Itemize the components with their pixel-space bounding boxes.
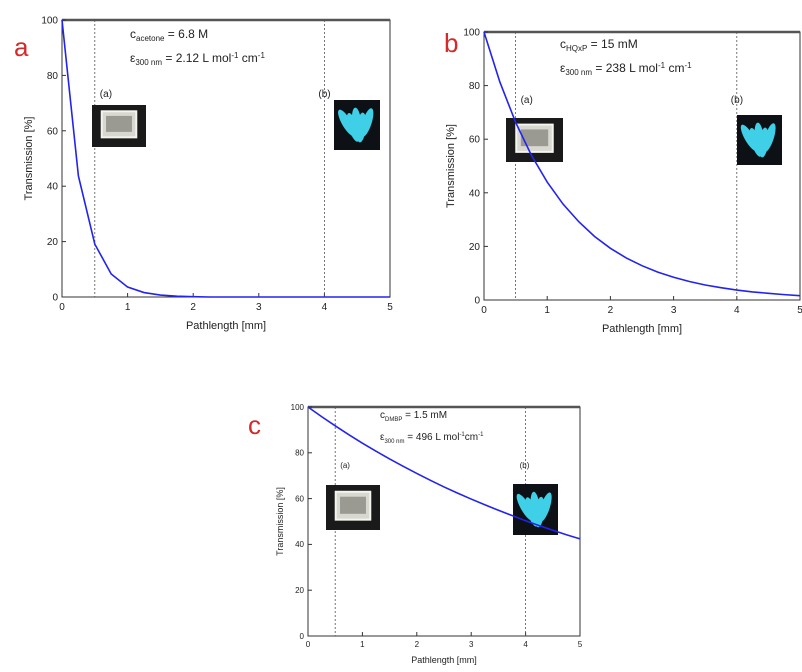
annotation-part: 300 nm (135, 58, 162, 67)
y-tick-label: 0 (52, 293, 58, 304)
x-tick-label: 4 (523, 640, 528, 649)
annotation-part: = 496 L mol (404, 432, 459, 443)
y-tick-label: 20 (47, 237, 59, 248)
figure: a012345020406080100Pathlength [mm]Transm… (0, 0, 802, 672)
marker-label: (b) (318, 89, 330, 100)
x-tick-label: 5 (387, 302, 393, 313)
x-tick-label: 5 (797, 305, 802, 316)
x-tick-label: 3 (671, 305, 677, 316)
x-tick-label: 2 (415, 640, 420, 649)
x-tick-label: 2 (608, 305, 614, 316)
x-axis-label: Pathlength [mm] (602, 323, 682, 335)
x-tick-label: 1 (544, 305, 550, 316)
y-tick-label: 20 (469, 242, 481, 253)
annotation-part: 300 nm (565, 68, 592, 77)
annotation-part: acetone (136, 34, 165, 43)
y-axis-label: Transmission [%] (275, 487, 285, 556)
annotation: ε300 nm = 496 L mol-1cm-1 (380, 432, 484, 445)
annotation-part: -1 (258, 51, 266, 60)
device-channels (340, 497, 366, 514)
x-axis-label: Pathlength [mm] (411, 655, 477, 665)
annotation: cHQxP = 15 mM (560, 37, 638, 53)
device-channels (106, 116, 132, 132)
panel-label: c (248, 410, 261, 440)
y-tick-label: 60 (47, 126, 59, 137)
x-tick-label: 2 (190, 302, 196, 313)
annotation-part: cm (238, 51, 257, 65)
y-tick-label: 60 (295, 494, 304, 503)
y-tick-label: 40 (295, 540, 304, 549)
annotation-part: = 6.8 M (164, 27, 208, 41)
y-tick-label: 80 (47, 71, 59, 82)
x-tick-label: 1 (125, 302, 131, 313)
panel-label: a (14, 32, 29, 62)
annotation: cacetone = 6.8 M (130, 27, 208, 43)
x-tick-label: 0 (306, 640, 311, 649)
annotation-part: -1 (684, 61, 692, 70)
x-tick-label: 1 (360, 640, 365, 649)
marker-label: (b) (520, 461, 530, 470)
y-tick-label: 20 (295, 586, 304, 595)
x-tick-label: 5 (578, 640, 583, 649)
annotation: ε300 nm = 2.12 L mol-1 cm-1 (130, 51, 265, 67)
y-tick-label: 100 (463, 28, 480, 39)
y-tick-label: 0 (474, 296, 480, 307)
annotation-part: cm (665, 61, 684, 75)
annotation-part: -1 (478, 432, 484, 438)
device-channels (521, 129, 548, 146)
annotation-part: cm (465, 432, 478, 443)
y-tick-label: 80 (295, 449, 304, 458)
y-axis-label: Transmission [%] (23, 117, 35, 201)
annotation-part: HQxP (566, 44, 587, 53)
annotation-part: = 2.12 L mol (162, 51, 231, 65)
y-tick-label: 60 (469, 135, 481, 146)
y-tick-label: 40 (47, 182, 59, 193)
panel-label: b (444, 28, 458, 58)
annotation-part: = 238 L mol (592, 61, 658, 75)
annotation-part: 300 nm (384, 439, 404, 445)
marker-label: (a) (521, 95, 533, 106)
y-tick-label: 80 (469, 81, 481, 92)
annotation: cDMBP = 1.5 mM (380, 410, 447, 423)
x-tick-label: 0 (59, 302, 65, 313)
x-tick-label: 0 (481, 305, 487, 316)
annotation-part: DMBP (385, 417, 402, 423)
annotation: ε300 nm = 238 L mol-1 cm-1 (560, 61, 692, 77)
marker-label: (a) (100, 89, 112, 100)
y-tick-label: 100 (291, 403, 305, 412)
annotation-part: = 1.5 mM (402, 410, 447, 421)
x-tick-label: 4 (322, 302, 328, 313)
annotation-part: = 15 mM (587, 37, 637, 51)
marker-label: (a) (340, 461, 350, 470)
x-tick-label: 3 (256, 302, 262, 313)
x-tick-label: 3 (469, 640, 474, 649)
marker-label: (b) (731, 95, 743, 106)
y-tick-label: 0 (300, 632, 305, 641)
x-axis-label: Pathlength [mm] (186, 320, 266, 332)
x-tick-label: 4 (734, 305, 740, 316)
y-tick-label: 100 (41, 16, 58, 27)
y-tick-label: 40 (469, 188, 481, 199)
y-axis-label: Transmission [%] (445, 124, 457, 208)
